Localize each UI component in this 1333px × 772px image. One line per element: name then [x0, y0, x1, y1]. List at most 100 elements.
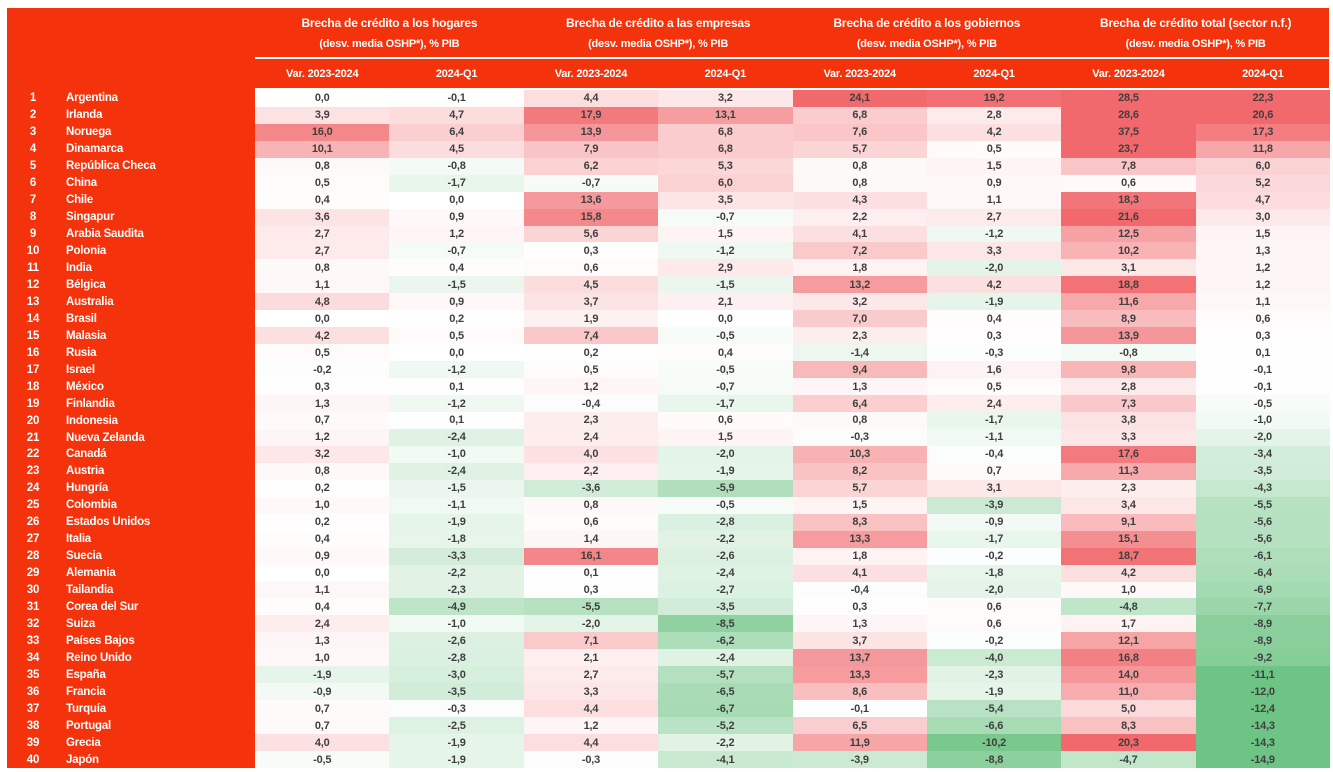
heatmap-cell: -1,1: [926, 428, 1062, 446]
country-name: Irlanda: [66, 109, 103, 122]
heatmap-cell: -8,8: [926, 751, 1062, 768]
sub-column-headers: Var. 2023-2024 2024-Q1 Var. 2023-2024 2024-…: [255, 59, 1330, 88]
subcol-header-g2-2: 2024-Q1: [704, 67, 747, 80]
heatmap-cell: 4,0: [523, 445, 659, 463]
heatmap-cell: -1,9: [389, 751, 524, 768]
heatmap-cell: -6,5: [658, 683, 793, 701]
country-rank: 6: [29, 177, 37, 190]
heatmap-cell: 19,2: [926, 90, 1062, 107]
heatmap-cell: -1,5: [389, 276, 524, 294]
country-rank: 9: [29, 228, 37, 241]
country-row: 5 República Checa: [7, 158, 255, 175]
heatmap-cell: -0,1: [1195, 361, 1330, 379]
country-rank: 39: [26, 736, 40, 749]
heatmap-cell: -0,9: [926, 513, 1062, 531]
heatmap-cell: 3,2: [255, 445, 390, 463]
heatmap-cell: 0,6: [1195, 310, 1330, 328]
heatmap-cell: -2,4: [658, 649, 793, 667]
heatmap-cell: -5,4: [926, 700, 1062, 718]
heatmap-cell: 1,2: [255, 428, 390, 446]
heatmap-cell: -2,4: [389, 428, 524, 446]
heatmap-cell: 11,6: [1061, 293, 1196, 311]
heatmap-cell: -5,5: [523, 598, 659, 616]
header-divider-line: [255, 57, 1330, 59]
country-rank: 34: [26, 651, 40, 664]
country-rank: 11: [27, 262, 39, 274]
heatmap-cell: 2,1: [523, 649, 659, 667]
heatmap-cell: -6,9: [1195, 581, 1330, 599]
heatmap-cell: 1,1: [255, 581, 390, 599]
heatmap-cell: 3,5: [658, 191, 793, 209]
country-name: Australia: [66, 295, 114, 308]
heatmap-cell: 17,9: [523, 106, 659, 124]
heatmap-cell: 4,3: [792, 191, 927, 209]
heatmap-cell: 6,5: [792, 717, 927, 735]
heatmap-cell: 0,7: [255, 717, 390, 735]
heatmap-cell: -7,7: [1195, 598, 1330, 616]
heatmap-cell: 20,3: [1061, 734, 1196, 752]
heatmap-cell: 0,4: [255, 191, 390, 209]
country-name: Alemania: [66, 567, 116, 580]
heatmap-cell: 2,3: [1061, 479, 1196, 497]
country-name: Hungría: [66, 482, 109, 495]
heatmap-cell: 6,8: [792, 106, 927, 124]
heatmap-cell: -3,5: [1195, 462, 1330, 480]
heatmap-cell: 0,4: [389, 259, 524, 277]
heatmap-cell: -11,1: [1195, 666, 1330, 684]
heatmap-cell: 13,1: [658, 106, 793, 124]
heatmap-cell: 2,2: [523, 462, 659, 480]
heatmap-cell: -14,3: [1195, 717, 1330, 735]
heatmap-cell: 3,3: [1061, 428, 1196, 446]
heatmap-cell: 8,3: [792, 513, 927, 531]
country-row: 3 Noruega: [7, 124, 255, 141]
heatmap-cell: 6,0: [1195, 157, 1330, 175]
country-rank: 24: [26, 482, 40, 495]
heatmap-cell: -1,7: [658, 395, 793, 412]
heatmap-cell: -0,5: [658, 327, 793, 345]
country-row: 7 Chile: [7, 192, 255, 209]
heatmap-cell: 3,7: [792, 632, 927, 650]
heatmap-cell: 7,2: [792, 242, 927, 260]
country-name: Turquía: [66, 702, 106, 715]
column-group-headers: Brecha de crédito a los hogares (desv. me…: [255, 8, 1330, 57]
country-rank: 32: [26, 618, 40, 631]
heatmap-cell: 5,7: [792, 479, 927, 497]
heatmap-cell: 8,9: [1061, 310, 1196, 328]
country-row: 8 Singapur: [7, 209, 255, 226]
heatmap-cell: -14,9: [1195, 751, 1330, 768]
heatmap-cell: 0,1: [389, 378, 524, 396]
heatmap-cell: -5,6: [1195, 513, 1330, 531]
heatmap-cell: 0,5: [523, 361, 659, 379]
group-subtitle: (desv. media OSHP*), % PIB: [1125, 38, 1266, 50]
country-name: Malasia: [66, 329, 107, 342]
heatmap-cell: 3,1: [926, 479, 1062, 497]
heatmap-cell: -1,2: [389, 395, 524, 412]
country-row: 13 Australia: [7, 293, 255, 310]
country-row: 11 India: [7, 260, 255, 277]
heatmap-cell: -2,3: [926, 666, 1062, 684]
heatmap-cell: 0,4: [255, 530, 390, 548]
heatmap-cell: 6,4: [792, 395, 927, 412]
country-rank: 29: [26, 567, 40, 580]
subcol-header-g3-2: 2024-Q1: [973, 67, 1015, 80]
heatmap-cell: -4,0: [926, 649, 1062, 667]
group-title: Brecha de crédito a las empresas: [565, 16, 751, 30]
heatmap-cell: -0,1: [389, 90, 524, 107]
heatmap-cell: 0,3: [926, 327, 1062, 345]
heatmap-cell: 2,7: [523, 666, 659, 684]
heatmap-cell: -8,9: [1195, 615, 1330, 633]
heatmap-cell: 10,3: [792, 445, 927, 463]
heatmap-cell: 1,9: [523, 310, 659, 328]
heatmap-cell: 0,1: [1195, 344, 1330, 362]
heatmap-cell: 0,3: [523, 581, 659, 599]
heatmap-cell: 0,8: [255, 462, 390, 480]
heatmap-cell: 0,2: [389, 310, 524, 328]
country-rank: 37: [26, 702, 40, 715]
heatmap-cell: 1,0: [255, 649, 390, 667]
heatmap-cell: 0,6: [523, 513, 659, 531]
heatmap-cell: 1,3: [792, 378, 927, 396]
heatmap-cell: 4,8: [255, 293, 390, 311]
country-row: 29 Alemania: [7, 565, 255, 582]
heatmap-cell: 3,3: [926, 242, 1062, 260]
country-name: República Checa: [66, 160, 156, 173]
